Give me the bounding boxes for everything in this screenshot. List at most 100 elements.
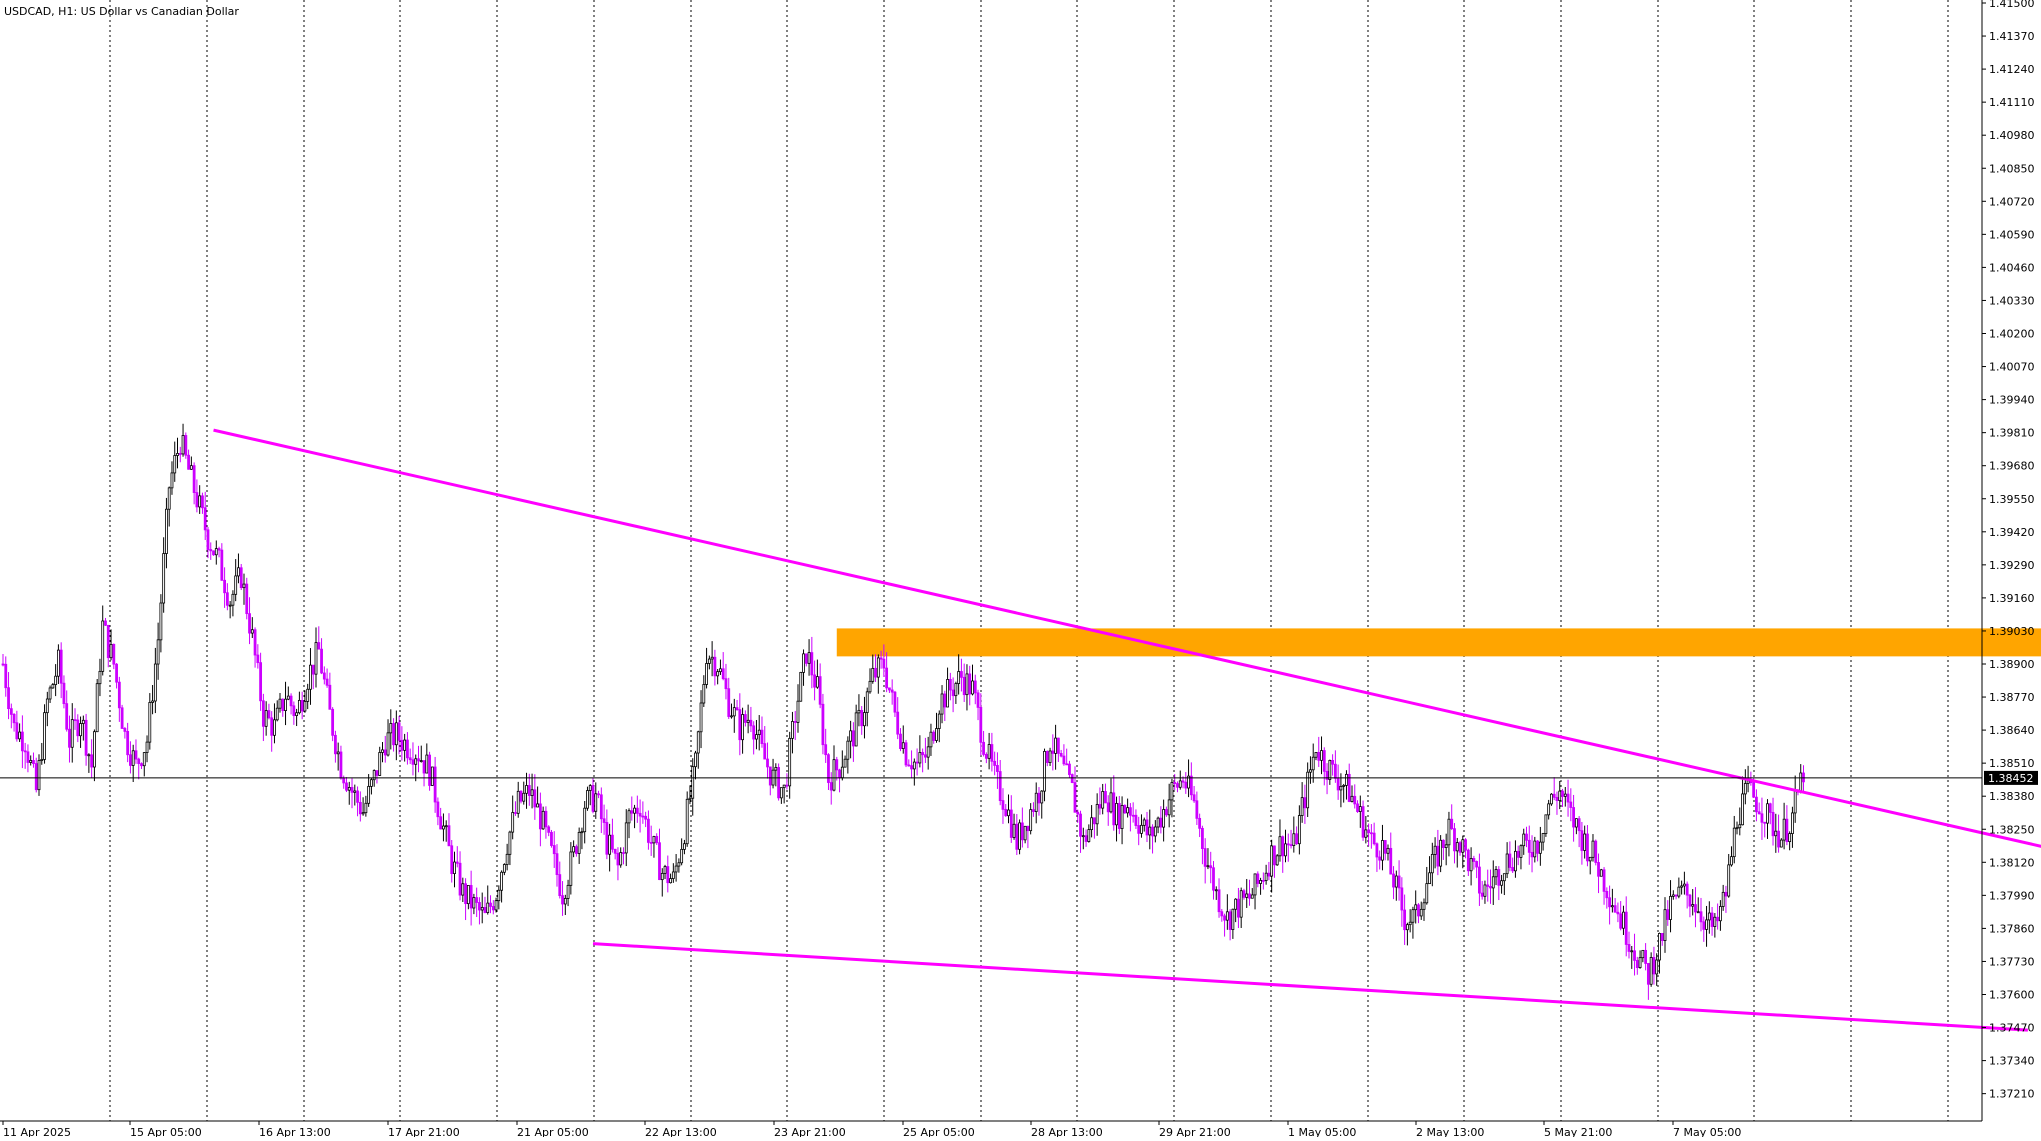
x-tick-label: 16 Apr 13:00 — [259, 1126, 331, 1137]
candle-body — [1056, 737, 1060, 754]
candle-body — [685, 798, 689, 845]
candle-body — [328, 684, 332, 710]
candle-body — [353, 790, 357, 793]
candle-body — [1256, 873, 1260, 884]
candle-body — [1397, 875, 1401, 889]
candle-body — [145, 741, 149, 754]
candle-body — [109, 643, 113, 659]
candle-body — [439, 816, 443, 830]
candle-body — [68, 728, 71, 748]
candle-body — [483, 907, 487, 913]
candle-body — [1644, 949, 1648, 964]
candle-body — [1702, 921, 1706, 930]
candle-body — [680, 848, 684, 864]
candle-body — [1273, 845, 1276, 866]
candle-body — [1707, 912, 1711, 921]
candle-body — [1752, 782, 1756, 798]
candle-body — [270, 717, 274, 736]
candle-body — [713, 656, 717, 677]
candle-body — [361, 812, 365, 815]
candle-body — [973, 680, 977, 694]
candle-body — [677, 862, 681, 867]
y-tick-label: 1.37210 — [1989, 1088, 2035, 1101]
candle-body — [1148, 826, 1152, 836]
candle-body — [1, 663, 5, 666]
candle-body — [1669, 895, 1672, 920]
candle-body — [87, 754, 91, 757]
candle-body — [993, 760, 997, 766]
candle-body — [674, 865, 678, 873]
y-tick-label: 1.39160 — [1989, 592, 2035, 605]
candle-body — [957, 671, 961, 684]
candle-body — [286, 695, 290, 700]
candle-body — [907, 764, 911, 767]
candle-body — [904, 742, 908, 766]
candle-body — [151, 700, 154, 703]
candle-body — [173, 455, 177, 474]
candle-body — [1090, 817, 1094, 830]
candle-body — [835, 759, 839, 771]
candle-body — [538, 803, 542, 830]
candle-body — [1696, 911, 1700, 914]
candle-body — [1261, 880, 1265, 882]
candle-body — [1284, 843, 1287, 857]
candle-body — [1408, 921, 1412, 926]
candle-body — [455, 861, 459, 864]
y-tick-label: 1.41500 — [1989, 0, 2035, 10]
resistance-trendline[interactable] — [213, 428, 2041, 852]
candle-body — [583, 807, 587, 833]
y-tick-label: 1.39810 — [1989, 427, 2035, 440]
candle-body — [815, 676, 819, 688]
candle-body — [1383, 840, 1387, 854]
candle-body — [760, 729, 764, 745]
y-tick-label: 1.40200 — [1989, 328, 2035, 341]
candle-body — [428, 754, 431, 786]
candle-body — [694, 752, 697, 768]
x-tick-label: 28 Apr 13:00 — [1031, 1126, 1103, 1137]
candle-body — [170, 472, 174, 489]
candle-body — [971, 680, 974, 695]
candle-body — [1389, 847, 1393, 875]
candle-body — [1223, 915, 1226, 921]
x-tick-label: 2 May 13:00 — [1416, 1126, 1484, 1137]
candle-body — [1007, 809, 1010, 817]
candle-body — [500, 871, 504, 891]
candle-body — [1730, 856, 1733, 866]
candle-body — [813, 674, 817, 688]
candle-body — [818, 676, 822, 705]
candle-body — [1145, 819, 1149, 836]
candle-body — [572, 846, 576, 853]
support-trendline[interactable] — [592, 942, 2028, 1032]
candle-body — [400, 739, 404, 751]
candle-body — [9, 708, 13, 715]
candle-body — [375, 770, 379, 776]
candle-body — [447, 825, 451, 847]
candle-body — [79, 723, 82, 737]
candle-body — [1297, 815, 1301, 845]
candle-body — [1095, 804, 1099, 825]
x-tick-label: 1 May 05:00 — [1288, 1126, 1356, 1137]
candle-body — [425, 754, 429, 774]
candle-body — [461, 883, 465, 896]
candle-body — [1455, 842, 1459, 852]
candle-body — [721, 668, 725, 680]
candle-body — [1577, 818, 1581, 832]
candle-body — [691, 766, 695, 799]
candle-body — [851, 730, 855, 747]
candle-body — [663, 866, 667, 874]
candle-body — [885, 667, 889, 689]
candle-body — [1242, 890, 1246, 898]
candle-body — [1203, 848, 1207, 867]
candle-body — [1195, 800, 1199, 819]
candle-body — [1250, 894, 1254, 899]
candle-body — [838, 769, 841, 779]
candle-body — [408, 757, 412, 761]
candle-body — [719, 668, 722, 673]
candle-body — [242, 583, 246, 589]
candle-body — [1480, 892, 1484, 897]
candle-body — [1328, 759, 1332, 780]
candle-body — [1779, 839, 1783, 848]
candle-body — [214, 548, 218, 556]
